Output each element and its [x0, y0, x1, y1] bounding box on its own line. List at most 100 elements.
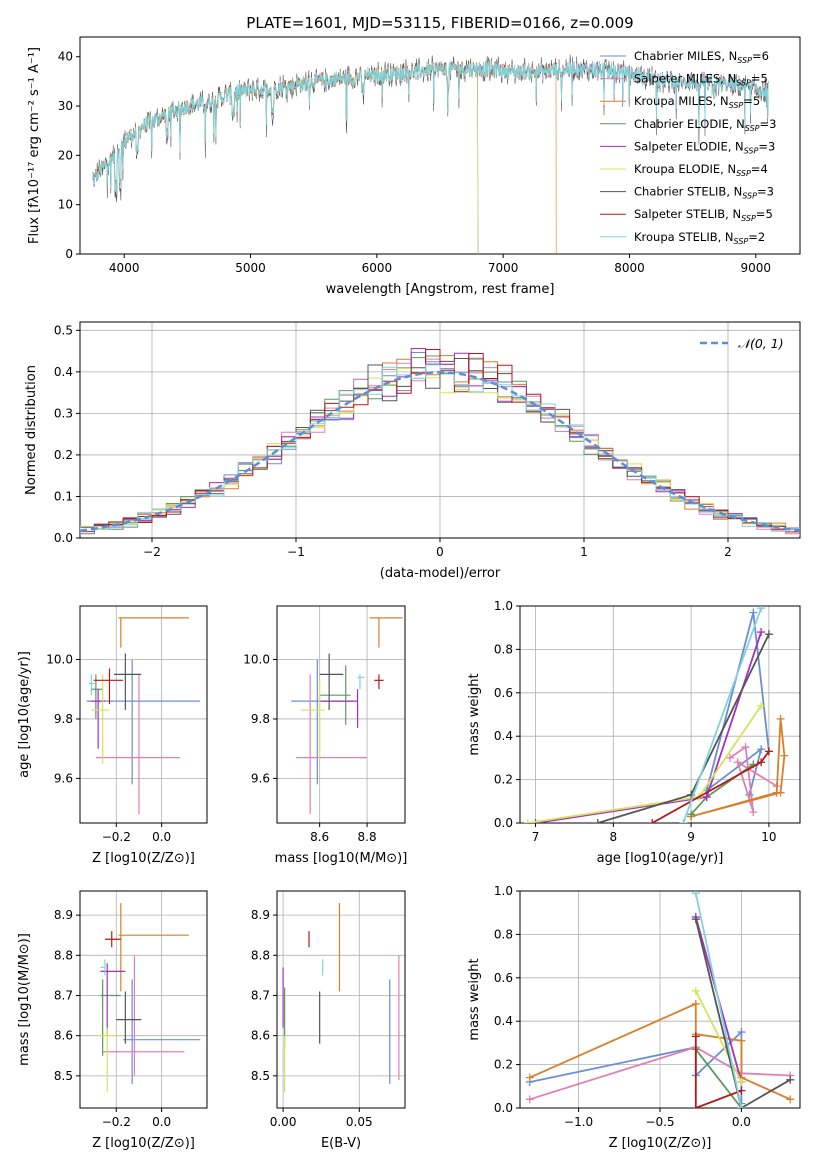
errorbars-age_vs_Z	[86, 617, 201, 815]
y-tick-label: 0.8	[494, 642, 513, 656]
x-tick-label: 0.00	[270, 1115, 297, 1129]
x-tick-label: 7	[532, 830, 540, 844]
x-tick-label: 10	[761, 830, 776, 844]
y-tick-label: 9.8	[54, 712, 73, 726]
y-tick-label: 1.0	[494, 884, 513, 898]
legend-nssp-symbol: , N	[728, 139, 744, 153]
x-axis-label: (data-model)/error	[380, 566, 501, 581]
spectrum-series-line	[92, 60, 769, 194]
x-tick-label: 5000	[235, 261, 266, 275]
legend-nssp-equals: =	[751, 72, 761, 86]
legend-nssp-value: 3	[768, 139, 775, 153]
weight-point-marker	[691, 1104, 700, 1108]
legend-entry: Salpeter STELIB, NSSP=5	[634, 207, 773, 223]
legend-entry-normal: 𝒩(0, 1)	[738, 336, 784, 351]
y-tick-label: 20	[58, 148, 73, 162]
x-axis-label: age [log10(age/yr)]	[597, 851, 724, 866]
y-tick-label: 0.0	[494, 1101, 513, 1115]
weight-point-marker	[691, 986, 700, 995]
y-tick-label: 8.7	[54, 988, 73, 1002]
weight-point-marker	[764, 630, 773, 639]
legend-nssp-value: 5	[765, 207, 772, 221]
weight-point-marker	[733, 758, 742, 767]
spectrum-series-line	[92, 60, 479, 254]
legend-nssp-symbol: , N	[725, 207, 741, 221]
y-tick-label: 0.4	[494, 729, 513, 743]
weight-point-marker	[691, 891, 700, 898]
y-tick-label: 0.2	[494, 1058, 513, 1072]
weight-point-marker	[757, 758, 766, 767]
legend-nssp-equals: =	[758, 139, 768, 153]
axes-frame	[79, 605, 208, 824]
legend-entry: Kroupa STELIB, NSSP=2	[634, 230, 765, 246]
x-tick-label: −1.0	[564, 1115, 593, 1129]
y-tick-label: 10	[58, 198, 73, 212]
y-tick-label: 8.9	[251, 908, 270, 922]
y-tick-label: 8.6	[54, 1029, 73, 1043]
x-axis-label: E(B-V)	[321, 1136, 361, 1151]
legend-nssp-symbol: , N	[713, 94, 729, 108]
errorbars-age_vs_mass	[291, 617, 403, 815]
histogram-series-step	[80, 364, 800, 533]
legend-nssp-value: 5	[753, 94, 760, 108]
y-tick-label: 9.8	[251, 712, 270, 726]
legend-series-name: Salpeter ELODIE	[634, 139, 728, 153]
legend-nssp-subscript: SSP	[737, 56, 752, 65]
y-tick-label: 10.0	[46, 653, 73, 667]
x-tick-label: 6000	[362, 261, 393, 275]
x-tick-label: 8	[610, 830, 618, 844]
normal-reference-curve	[80, 371, 800, 532]
x-tick-label: 8.8	[358, 830, 377, 844]
y-axis-label: Normed distribution	[24, 365, 39, 495]
axes-frame	[519, 605, 801, 824]
y-axis-label: age [log10(age/yr)]	[17, 651, 32, 778]
x-tick-label: 0.0	[152, 1115, 171, 1129]
x-tick-label: 8.6	[310, 830, 329, 844]
y-axis-label: mass weight	[467, 958, 482, 1040]
y-tick-label: 8.6	[251, 1029, 270, 1043]
weight-series-line	[529, 1046, 791, 1101]
legend-series-name: Kroupa MILES	[634, 94, 713, 108]
y-axis-label: Flux [fλ10⁻¹⁷ erg cm⁻² s⁻¹ A⁻¹]	[27, 47, 42, 244]
weight-point-marker	[741, 743, 750, 752]
x-tick-label: 2	[724, 545, 732, 559]
legend-nssp-equals: =	[757, 185, 767, 199]
weight-point-marker	[687, 810, 696, 819]
weight-point-marker	[757, 606, 766, 613]
weight-series-line	[682, 607, 762, 823]
x-axis-label: mass [log10(M/M⊙)]	[275, 851, 408, 866]
spectrum-series-line	[92, 61, 479, 254]
weight-point-marker	[525, 1095, 534, 1104]
weight-point-marker	[525, 1073, 534, 1082]
legend-entry: Kroupa MILES, NSSP=5	[634, 94, 760, 110]
legend-entry: Salpeter ELODIE, NSSP=3	[634, 139, 775, 155]
y-axis-label: mass weight	[467, 673, 482, 755]
legend-nssp-value: 3	[769, 117, 776, 131]
errorbars-mass_vs_ebv	[282, 903, 400, 1092]
weight-lines-mass_weight_vs_age	[523, 606, 789, 823]
weight-series-line	[694, 1036, 742, 1108]
legend-nssp-subscript: SSP	[744, 146, 759, 155]
weight-series-line	[694, 893, 743, 1108]
legend-nssp-symbol: , N	[729, 117, 745, 131]
y-tick-label: 0.0	[54, 531, 73, 545]
legend-nssp-symbol: , N	[720, 162, 736, 176]
y-tick-label: 0.6	[494, 971, 513, 985]
figure-title: PLATE=1601, MJD=53115, FIBERID=0166, z=0…	[246, 14, 633, 32]
y-tick-label: 9.6	[54, 771, 73, 785]
axes-frame	[276, 890, 406, 1109]
legend-nssp-symbol: , N	[718, 230, 734, 244]
y-tick-label: 10.0	[243, 653, 270, 667]
weight-point-marker	[691, 999, 700, 1008]
weight-point-marker	[764, 747, 773, 756]
errorbars-mass_vs_Z	[98, 903, 201, 1092]
legend-nssp-equals: =	[756, 207, 766, 221]
x-tick-label: −0.5	[645, 1115, 674, 1129]
weight-point-marker	[531, 819, 540, 823]
x-tick-label: 0.0	[732, 1115, 751, 1129]
weight-point-marker	[757, 701, 766, 710]
legend-nssp-value: 4	[760, 162, 767, 176]
weight-point-marker	[737, 1028, 746, 1037]
weight-point-marker	[786, 1095, 795, 1104]
